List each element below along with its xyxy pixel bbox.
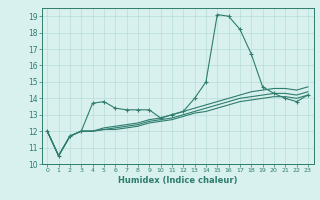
X-axis label: Humidex (Indice chaleur): Humidex (Indice chaleur) bbox=[118, 176, 237, 185]
